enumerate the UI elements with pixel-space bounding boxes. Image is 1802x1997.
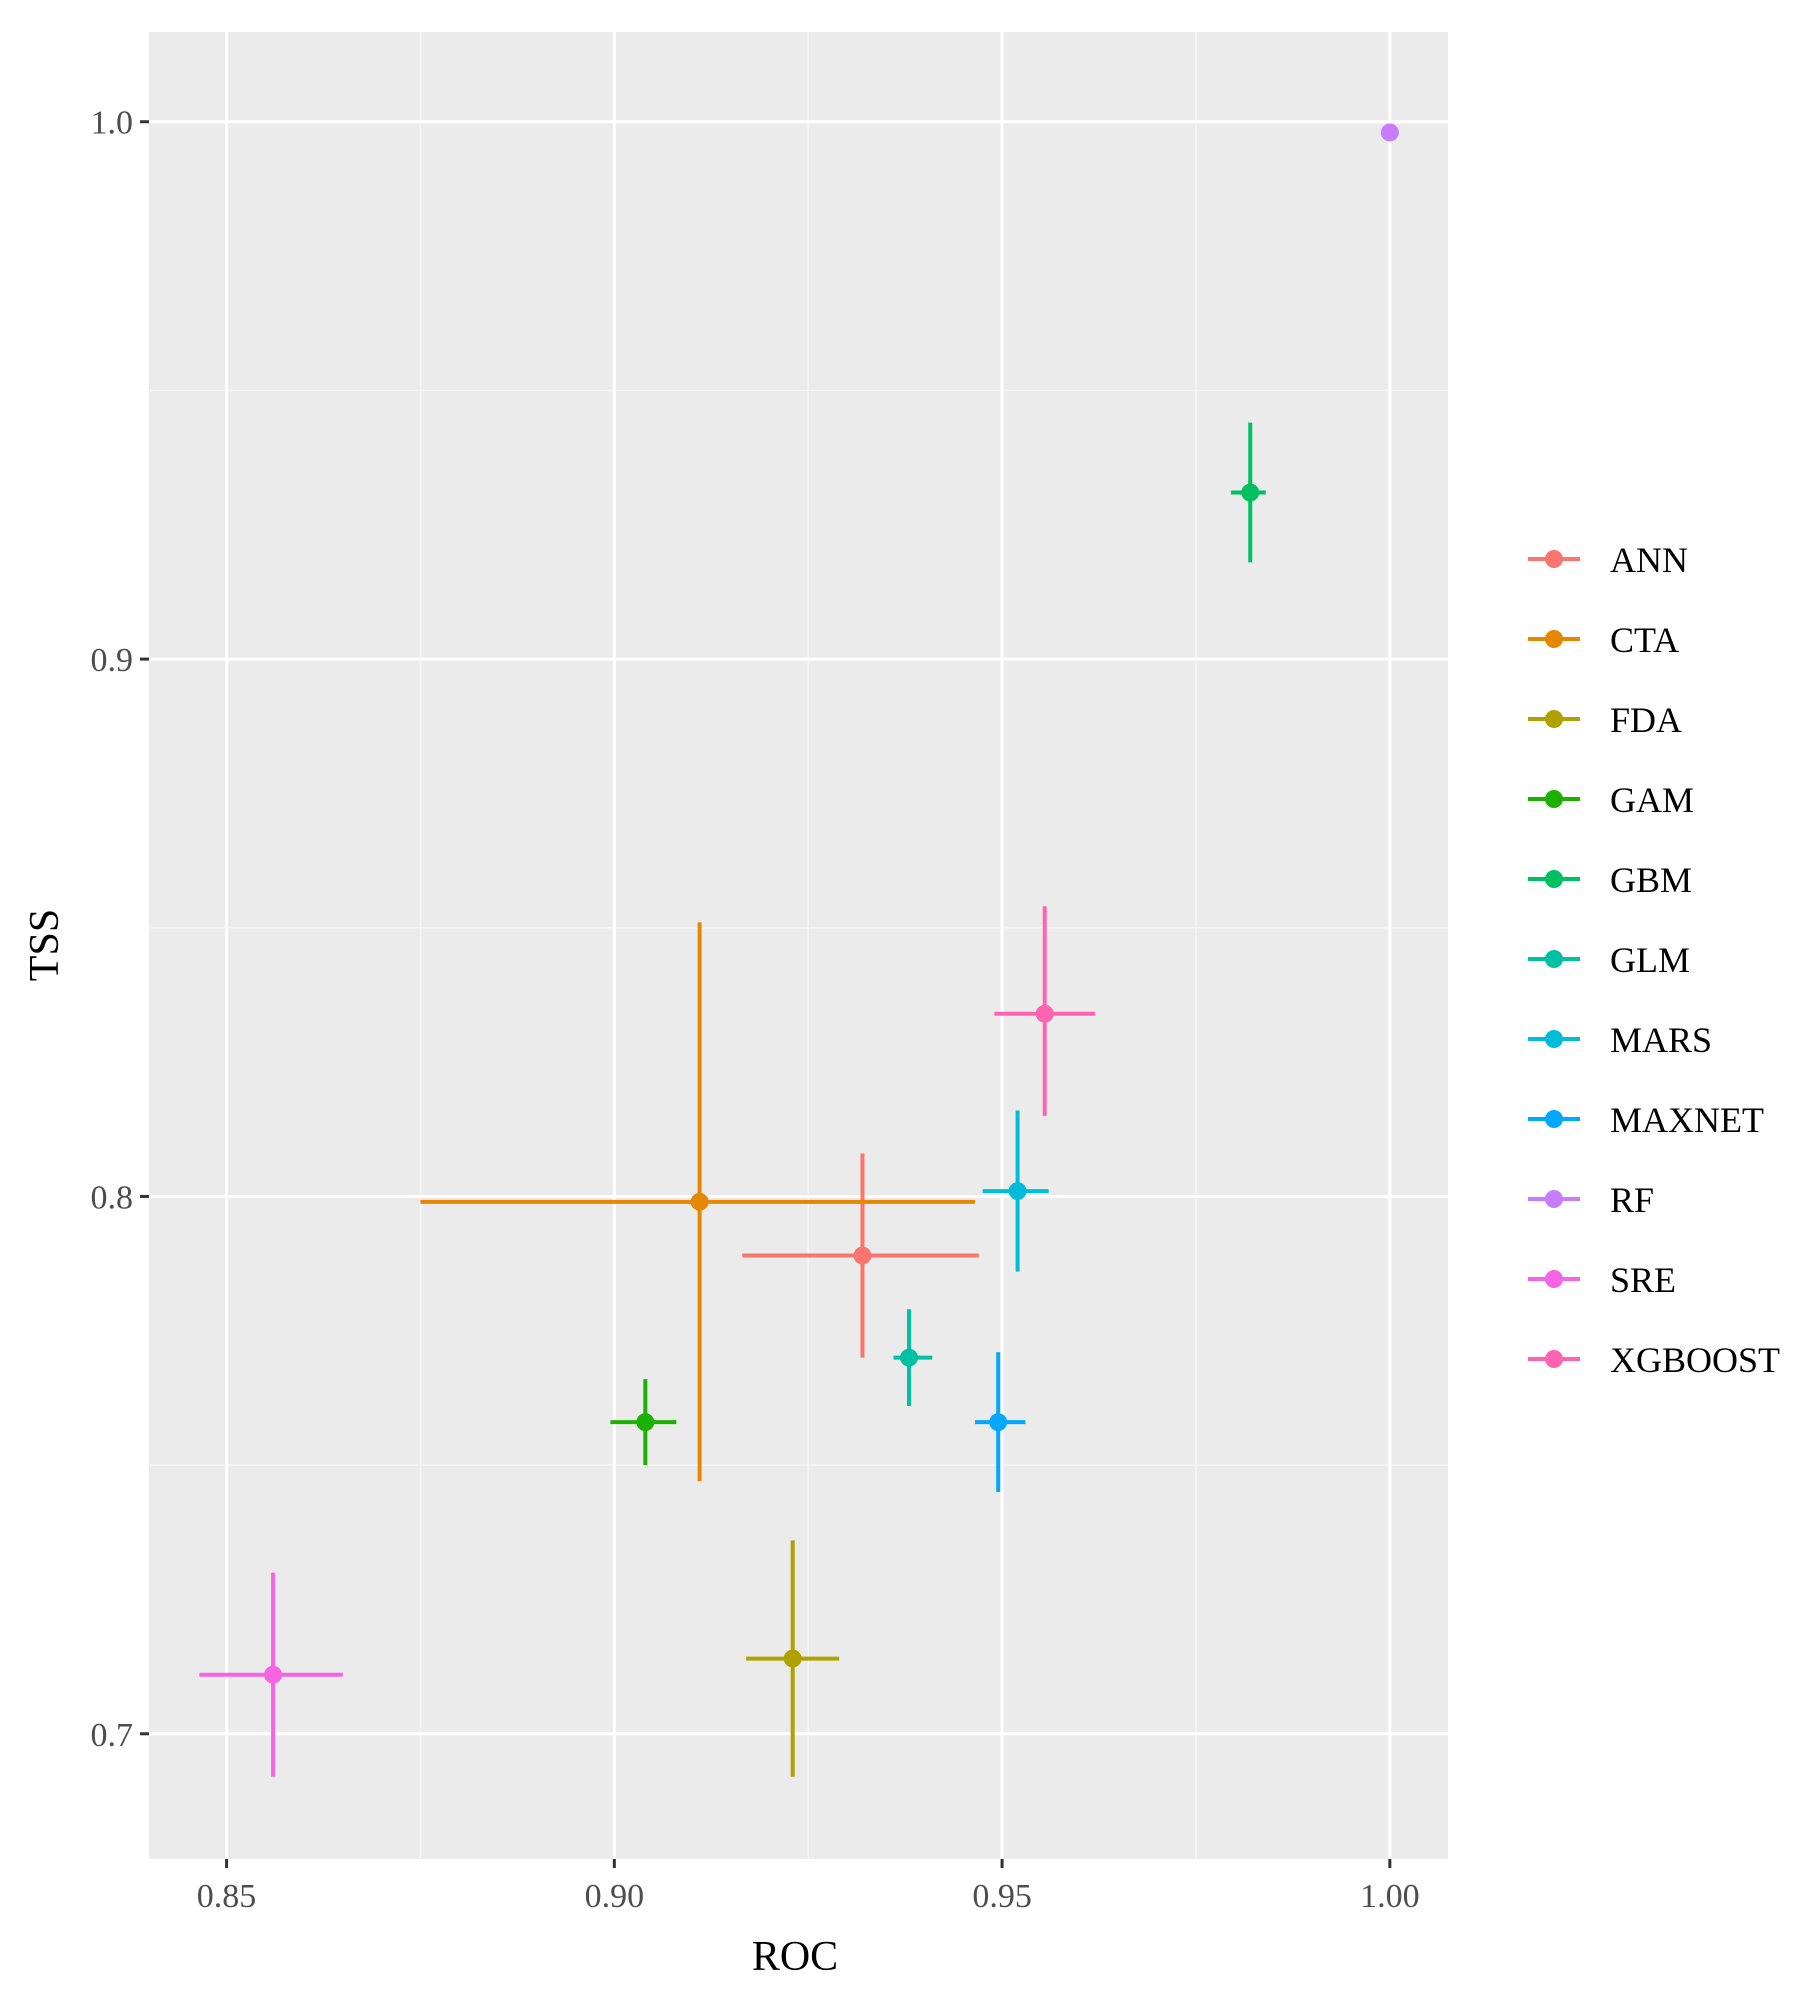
x-tick-label: 0.85 <box>197 1878 257 1915</box>
series-maxnet <box>974 1352 1026 1492</box>
legend-item-maxnet: MAXNET <box>1528 1100 1764 1140</box>
legend-key-point <box>1545 790 1563 808</box>
legend-key-point <box>1545 950 1563 968</box>
y-axis: 0.7 0.8 0.9 1.0 <box>91 105 149 1754</box>
series-ann <box>742 1153 979 1358</box>
point-xgboost <box>1035 1004 1054 1023</box>
legend-item-gbm: GBM <box>1528 860 1692 900</box>
point-maxnet <box>989 1413 1008 1432</box>
legend-item-cta: CTA <box>1528 620 1679 660</box>
x-axis-title: ROC <box>752 1934 838 1980</box>
legend-key-point <box>1545 630 1563 648</box>
legend-item-fda: FDA <box>1528 700 1682 740</box>
grid-minor <box>149 32 1448 1859</box>
legend-label: MAXNET <box>1610 1100 1764 1140</box>
point-fda <box>783 1649 802 1668</box>
legend-item-ann: ANN <box>1528 540 1688 580</box>
legend-item-mars: MARS <box>1528 1020 1712 1060</box>
legend-label: CTA <box>1610 620 1679 660</box>
legend-label: XGBOOST <box>1610 1340 1780 1380</box>
legend-key-point <box>1545 1350 1563 1368</box>
plot-panel <box>149 32 1448 1859</box>
legend-item-sre: SRE <box>1528 1260 1676 1300</box>
y-axis-title: TSS <box>22 909 68 981</box>
legend-key-point <box>1545 870 1563 888</box>
series-mars <box>982 1110 1049 1272</box>
legend-key-point <box>1545 710 1563 728</box>
series-cta <box>420 922 975 1482</box>
legend-item-xgboost: XGBOOST <box>1528 1340 1780 1380</box>
point-gbm <box>1241 483 1260 502</box>
legend-label: FDA <box>1610 700 1682 740</box>
series-gbm <box>1230 422 1266 563</box>
legend-label: MARS <box>1610 1020 1712 1060</box>
y-tick-label: 0.7 <box>91 1717 134 1754</box>
legend-key-point <box>1545 1110 1563 1128</box>
series-fda <box>746 1540 840 1777</box>
legend-key-point <box>1545 1270 1563 1288</box>
legend-label: RF <box>1610 1180 1654 1220</box>
legend-label: GAM <box>1610 780 1694 820</box>
legend-label: SRE <box>1610 1260 1676 1300</box>
y-tick-label: 1.0 <box>91 105 134 142</box>
point-glm <box>900 1348 919 1367</box>
data-marks <box>199 123 1399 1777</box>
series-glm <box>893 1309 933 1407</box>
x-tick-label: 0.90 <box>585 1878 645 1915</box>
legend-item-rf: RF <box>1528 1180 1654 1220</box>
x-tick-label: 0.95 <box>972 1878 1032 1915</box>
series-rf <box>1380 123 1399 142</box>
series-gam <box>610 1379 677 1466</box>
point-gam <box>636 1413 655 1432</box>
legend-key-point <box>1545 1030 1563 1048</box>
legend-item-glm: GLM <box>1528 940 1690 980</box>
grid-major <box>149 32 1448 1859</box>
legend-key-point <box>1545 1190 1563 1208</box>
point-cta <box>690 1192 709 1211</box>
legend: ANN CTA FDA GAM GBM GLM MARS MAXNET RF SRE XGBOOST <box>1528 540 1780 1380</box>
y-tick-label: 0.8 <box>91 1179 134 1216</box>
x-tick-label: 1.00 <box>1360 1878 1420 1915</box>
legend-key-point <box>1545 550 1563 568</box>
legend-item-gam: GAM <box>1528 780 1694 820</box>
y-tick-label: 0.9 <box>91 642 134 679</box>
series-xgboost <box>994 906 1096 1116</box>
series-sre <box>199 1572 343 1777</box>
point-mars <box>1008 1182 1027 1201</box>
legend-label: ANN <box>1610 540 1688 580</box>
x-axis: 0.85 0.90 0.95 1.00 <box>197 1859 1420 1915</box>
point-ann <box>853 1246 872 1265</box>
legend-label: GLM <box>1610 940 1690 980</box>
point-rf <box>1380 123 1399 142</box>
point-sre <box>264 1665 283 1684</box>
legend-label: GBM <box>1610 860 1692 900</box>
